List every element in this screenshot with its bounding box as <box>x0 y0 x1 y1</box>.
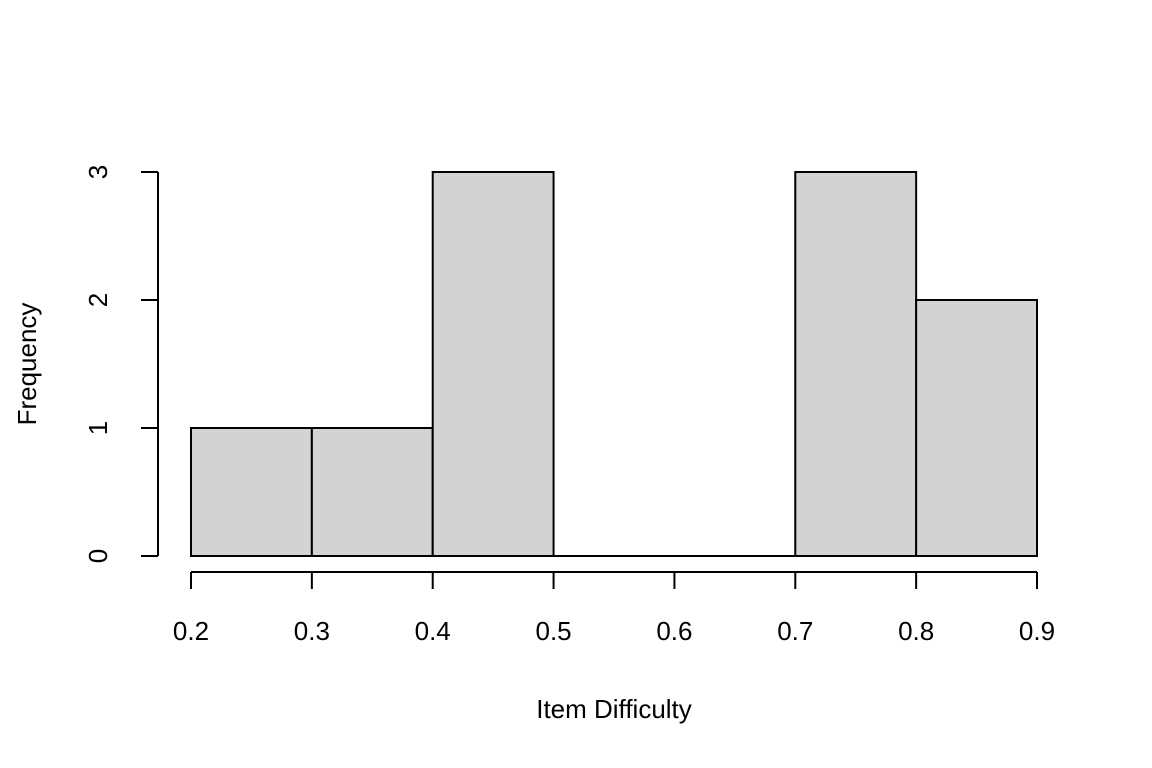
x-tick-label: 0.2 <box>173 616 209 646</box>
histogram-bar-5 <box>794 171 918 557</box>
y-tick-label: 2 <box>83 293 113 307</box>
histogram-bar-1 <box>310 427 434 557</box>
x-tick-label: 0.6 <box>656 616 692 646</box>
histogram-bar-0 <box>190 427 313 557</box>
x-axis: 0.2 0.3 0.4 0.5 0.6 0.7 0.8 0.9 <box>173 571 1055 646</box>
histogram-bar-2 <box>431 171 555 557</box>
x-tick-label: 0.9 <box>1019 616 1055 646</box>
x-tick-label: 0.3 <box>294 616 330 646</box>
y-tick-label: 0 <box>83 549 113 563</box>
y-tick-label: 3 <box>83 165 113 179</box>
y-tick-label: 1 <box>83 421 113 435</box>
x-tick-label: 0.5 <box>535 616 571 646</box>
x-tick-label: 0.7 <box>777 616 813 646</box>
x-tick-label: 0.8 <box>898 616 934 646</box>
histogram-bar-6 <box>915 299 1039 557</box>
x-tick-label: 0.4 <box>415 616 451 646</box>
y-axis: 0 1 2 3 <box>83 165 159 563</box>
x-axis-label: Item Difficulty <box>536 694 692 724</box>
histogram-bars <box>190 171 1039 558</box>
y-axis-label: Frequency <box>12 303 42 426</box>
